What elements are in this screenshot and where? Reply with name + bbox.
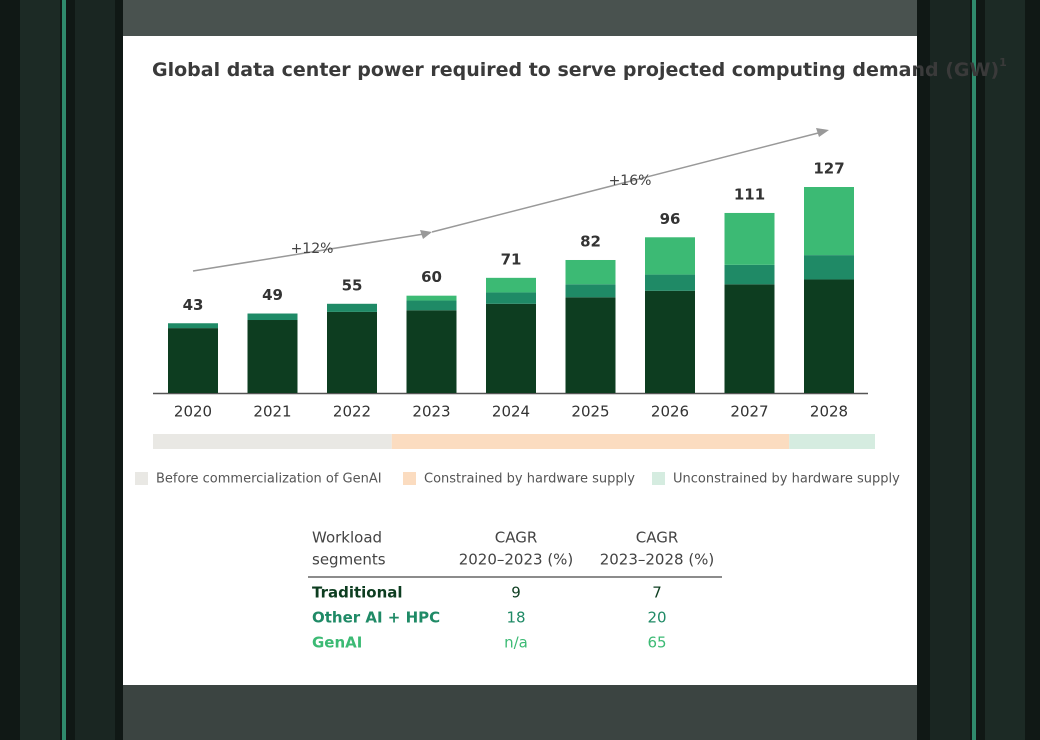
legend-swatch	[652, 472, 665, 485]
table-header: segments	[312, 551, 386, 569]
bar-segment	[247, 320, 298, 393]
total-label: 82	[580, 232, 601, 250]
bar-segment	[486, 277, 536, 293]
row-label: Traditional	[312, 584, 403, 602]
title-text: Global data center power required to ser…	[152, 59, 999, 81]
legend-swatch	[135, 472, 148, 485]
bar-segment	[804, 187, 854, 256]
bar-segment	[565, 259, 616, 285]
bar-segment	[645, 290, 695, 393]
bar-segment	[327, 303, 377, 312]
table-header: 2020–2023 (%)	[459, 551, 574, 569]
bar-segment	[168, 328, 218, 393]
bar-segment	[804, 279, 854, 393]
period-band	[789, 434, 875, 449]
annotation: +12%	[291, 241, 334, 257]
x-tick-label: 2024	[492, 403, 530, 421]
chart-title: Global data center power required to ser…	[152, 56, 1007, 81]
annotation: +16%	[609, 173, 652, 189]
x-tick-label: 2028	[810, 403, 848, 421]
table-cell: n/a	[504, 634, 528, 652]
legend-label: Before commercialization of GenAI	[156, 472, 382, 487]
x-tick-label: 2022	[333, 403, 371, 421]
total-label: 60	[421, 268, 442, 286]
bar-segment	[565, 297, 616, 393]
total-label: 111	[734, 185, 765, 203]
bar-segment	[724, 212, 775, 265]
table-cell: 9	[511, 584, 521, 602]
row-label: GenAI	[312, 634, 362, 652]
total-label: 71	[501, 250, 522, 268]
x-tick-label: 2025	[571, 403, 609, 421]
total-label: 96	[660, 210, 681, 228]
legend-label: Unconstrained by hardware supply	[673, 472, 900, 487]
bar-segment	[406, 300, 457, 311]
arrow	[431, 130, 827, 233]
cagr-arrows: +12% +16%	[192, 128, 829, 272]
bar-segment	[724, 264, 775, 285]
table-cell: 65	[647, 634, 666, 652]
x-tick-label: 2023	[412, 403, 450, 421]
bar-segment	[247, 313, 298, 321]
bar-segment	[406, 295, 457, 301]
table-cell: 18	[506, 609, 525, 627]
bar-segment	[645, 237, 695, 275]
total-label: 43	[183, 296, 204, 314]
table-header: CAGR	[636, 529, 679, 547]
bar-segment	[406, 310, 457, 393]
bar-segment	[724, 284, 775, 393]
table-header: CAGR	[495, 529, 538, 547]
table-header: Workload	[312, 529, 382, 547]
total-label: 49	[262, 286, 283, 304]
table-cell: 20	[647, 609, 666, 627]
arrow	[192, 232, 431, 272]
x-tick-label: 2027	[730, 403, 768, 421]
bar-segment	[565, 284, 616, 298]
total-label: 127	[813, 160, 844, 178]
table-cell: 7	[652, 584, 662, 602]
period-band	[391, 434, 790, 449]
arrow-head	[420, 230, 432, 239]
table-header: 2023–2028 (%)	[600, 551, 715, 569]
bar-segment	[486, 292, 536, 304]
arrow-head	[816, 128, 829, 137]
x-tick-label: 2021	[253, 403, 291, 421]
legend-label: Constrained by hardware supply	[424, 472, 635, 487]
x-tick-label: 2026	[651, 403, 689, 421]
bar-segment	[327, 311, 377, 393]
row-label: Other AI + HPC	[312, 609, 440, 627]
bar-segment	[804, 255, 854, 280]
bar-segment	[486, 303, 536, 393]
total-label: 55	[342, 276, 363, 294]
bar-segment	[168, 323, 218, 329]
period-band	[153, 434, 392, 449]
bar-segment	[645, 274, 695, 291]
legend-swatch	[403, 472, 416, 485]
title-footnote: 1	[999, 56, 1007, 69]
x-tick-label: 2020	[174, 403, 212, 421]
